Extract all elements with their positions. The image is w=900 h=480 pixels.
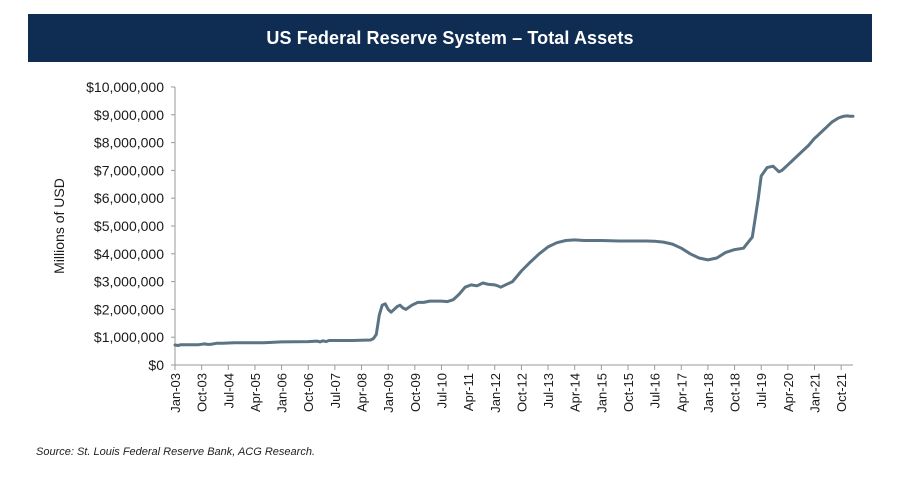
- x-tick-label: Apr-11: [461, 373, 476, 411]
- y-tick-label: $5,000,000: [94, 218, 164, 234]
- x-tick-label: Apr-17: [674, 373, 689, 412]
- series-line-total-assets: [173, 114, 855, 347]
- x-tick-label: Jul-10: [434, 373, 449, 408]
- x-tick-label: Jul-13: [541, 373, 556, 408]
- y-tick-label: $3,000,000: [94, 274, 164, 290]
- chart-title: US Federal Reserve System – Total Assets: [266, 27, 634, 48]
- x-tick-label: Jan-15: [594, 373, 609, 413]
- x-tick-label: Apr-20: [781, 373, 796, 412]
- x-tick-label: Apr-08: [355, 373, 370, 412]
- x-tick-label: Jan-12: [488, 373, 503, 413]
- source-note: Source: St. Louis Federal Reserve Bank, …: [36, 446, 315, 458]
- y-tick-label: $8,000,000: [94, 135, 164, 151]
- y-tick-label: $0: [148, 357, 164, 373]
- x-tick-label: Jul-16: [648, 373, 663, 408]
- y-axis-title: Millions of USD: [51, 178, 67, 274]
- x-tick-label: Jul-07: [328, 373, 343, 408]
- y-tick-label: $1,000,000: [94, 329, 164, 345]
- x-tick-label: Jul-19: [754, 373, 769, 408]
- x-tick-label: Oct-06: [301, 373, 316, 412]
- chart-title-bar: US Federal Reserve System – Total Assets: [28, 14, 872, 62]
- x-tick-label: Oct-03: [195, 373, 210, 412]
- x-tick-label: Apr-14: [568, 373, 583, 412]
- x-tick-label: Oct-21: [834, 373, 849, 412]
- x-tick-label: Jan-03: [168, 373, 183, 413]
- x-tick-label: Oct-09: [408, 373, 423, 412]
- y-tick-label: $4,000,000: [94, 246, 164, 262]
- x-tick-label: Oct-18: [728, 373, 743, 412]
- y-tick-label: $10,000,000: [86, 79, 164, 95]
- x-tick-label: Apr-05: [248, 373, 263, 412]
- y-tick-label: $7,000,000: [94, 162, 164, 178]
- y-tick-label: $6,000,000: [94, 190, 164, 206]
- x-tick-label: Jan-21: [808, 373, 823, 413]
- x-tick-label: Jan-09: [381, 373, 396, 413]
- y-tick-label: $2,000,000: [94, 301, 164, 317]
- x-tick-label: Jul-04: [221, 373, 236, 408]
- x-tick-label: Jan-06: [275, 373, 290, 413]
- x-tick-label: Oct-15: [621, 373, 636, 412]
- x-tick-label: Jan-18: [701, 373, 716, 413]
- y-tick-label: $9,000,000: [94, 107, 164, 123]
- x-tick-label: Oct-12: [514, 373, 529, 412]
